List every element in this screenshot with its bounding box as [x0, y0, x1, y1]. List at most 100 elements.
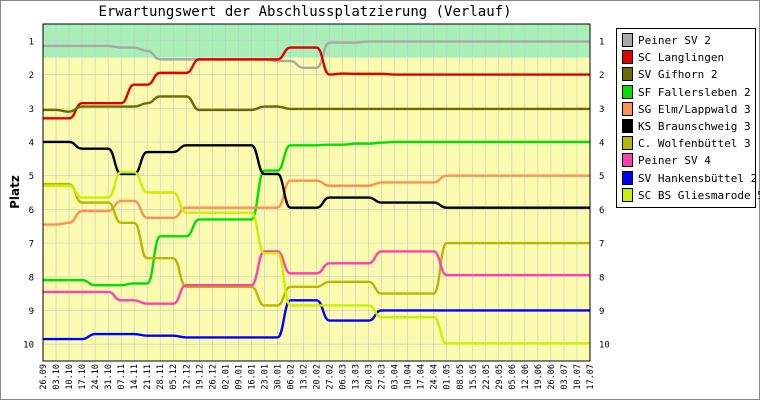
x-tick-label: 06.02	[286, 364, 296, 390]
series-line-1	[42, 40, 590, 70]
x-tick-label: 03.04	[391, 364, 401, 390]
series-line-2	[43, 46, 590, 120]
x-tick-label: 05.06	[508, 364, 518, 390]
legend-swatch	[622, 84, 633, 99]
x-tick-label: 09.01	[234, 364, 244, 390]
y-tick-label-left: 2	[29, 71, 34, 81]
legend-label: SC BS Gliesmarode 5	[638, 188, 760, 202]
y-tick-label-left: 8	[29, 273, 34, 283]
x-tick-label: 26.09	[39, 364, 49, 390]
x-tick-label: 22.05	[482, 364, 492, 390]
plot-border	[42, 23, 591, 362]
x-tick-label: 17.10	[78, 364, 88, 390]
series-line-9	[42, 299, 590, 341]
y-tick-label-right: 2	[599, 71, 604, 81]
x-tick-label: 17.04	[417, 364, 427, 390]
legend-swatch	[622, 33, 633, 47]
series-line-8	[42, 250, 590, 305]
x-tick-label: 23.01	[260, 364, 270, 390]
x-tick-label: 20.03	[365, 364, 375, 390]
series-line-4	[43, 140, 590, 287]
x-tick-label: 10.07	[573, 364, 583, 390]
legend-swatch	[622, 153, 633, 168]
legend-label: SV Hankensbüttel 2	[638, 171, 758, 185]
series-line-10	[43, 171, 590, 345]
legend: Peiner SV 2 SC Langlingen SV Gifhorn 2 SF F…	[616, 28, 760, 208]
x-tick-label: 10.04	[404, 364, 414, 390]
legend-item: SV Gifhorn 2	[622, 67, 718, 82]
y-tick-label-right: 8	[599, 273, 604, 283]
legend-swatch	[622, 119, 633, 133]
y-tick-label-right: 6	[599, 206, 604, 216]
x-tick-label: 28.11	[156, 364, 166, 390]
x-tick-label: 24.10	[91, 364, 101, 390]
x-tick-label: 29.05	[495, 364, 505, 390]
legend-label: Peiner SV 4	[638, 154, 711, 168]
legend-label: Peiner SV 2	[638, 34, 711, 47]
y-tick-label-left: 3	[29, 105, 34, 115]
x-tick-label: 17.07	[586, 364, 596, 390]
y-tick-label-right: 1	[599, 37, 604, 47]
series-line-7	[43, 182, 590, 307]
y-tick-label-right: 5	[599, 172, 604, 182]
legend-label: KS Braunschweig 3	[638, 120, 751, 133]
x-tick-label: 15.05	[469, 364, 479, 390]
x-tick-label: 08.05	[456, 364, 466, 390]
legend-swatch	[622, 101, 633, 116]
x-tick-label: 27.02	[326, 364, 336, 390]
x-tick-label: 19.12	[195, 364, 205, 390]
series-line-6	[43, 140, 590, 209]
x-tick-label: 10.10	[65, 364, 75, 390]
x-tick-label: 30.01	[273, 364, 283, 390]
x-tick-label: 27.03	[378, 364, 388, 390]
x-tick-label: 05.12	[169, 364, 179, 390]
y-tick-label-left: 5	[29, 172, 34, 182]
y-tick-label-left: 6	[29, 206, 34, 216]
legend-swatch	[622, 67, 633, 82]
legend-swatch	[622, 187, 633, 202]
legend-swatch	[622, 50, 633, 65]
legend-item: SF Fallersleben 2	[622, 84, 751, 99]
series-line-3	[43, 95, 590, 113]
legend-label: C. Wolfenbüttel 3	[638, 137, 751, 151]
y-tick-label-left: 4	[29, 138, 34, 148]
x-tick-label: 07.11	[117, 364, 127, 390]
x-tick-label: 24.04	[430, 364, 440, 390]
x-tick-label: 20.02	[313, 364, 323, 390]
legend-label: SF Fallersleben 2	[638, 85, 751, 99]
y-tick-label-right: 7	[599, 240, 604, 250]
y-tick-label-right: 4	[599, 138, 604, 148]
x-tick-label: 21.11	[143, 364, 153, 390]
legend-item: KS Braunschweig 3	[622, 119, 751, 133]
x-tick-label: 12.06	[521, 364, 531, 390]
x-tick-label: 16.01	[247, 364, 257, 390]
legend-item: Peiner SV 2	[622, 33, 711, 47]
legend-item: SC Langlingen	[622, 50, 724, 65]
x-tick-label: 26.06	[547, 364, 557, 390]
legend-label: SV Gifhorn 2	[638, 68, 718, 82]
x-tick-label: 03.10	[52, 364, 62, 390]
x-tick-label: 19.06	[534, 364, 544, 390]
x-tick-label: 26.12	[208, 364, 218, 390]
x-tick-label: 12.12	[182, 364, 192, 390]
y-tick-label-left: 1	[29, 37, 34, 47]
chart-title: Erwartungswert der Abschlussplatzierung …	[98, 4, 512, 20]
x-tick-label: 02.01	[221, 364, 231, 390]
legend-item: Peiner SV 4	[622, 153, 711, 168]
legend-swatch	[622, 170, 633, 185]
legend-item: SC BS Gliesmarode 5	[622, 187, 760, 202]
x-tick-label: 13.02	[299, 364, 309, 390]
y-tick-label-right: 9	[599, 307, 604, 317]
y-tick-label-right: 3	[599, 105, 604, 115]
x-tick-label: 31.10	[104, 364, 114, 390]
y-tick-label-left: 7	[29, 240, 34, 250]
legend-item: SV Hankensbüttel 2	[622, 170, 758, 185]
legend-item: SG Elm/Lappwald 3	[622, 101, 751, 116]
y-tick-label-right: 10	[599, 341, 610, 351]
y-tick-label-left: 9	[29, 307, 34, 317]
x-tick-label: 03.07	[560, 364, 570, 390]
legend-swatch	[622, 136, 633, 151]
x-tick-label: 13.03	[352, 364, 362, 390]
x-tick-label: 06.03	[339, 364, 349, 390]
